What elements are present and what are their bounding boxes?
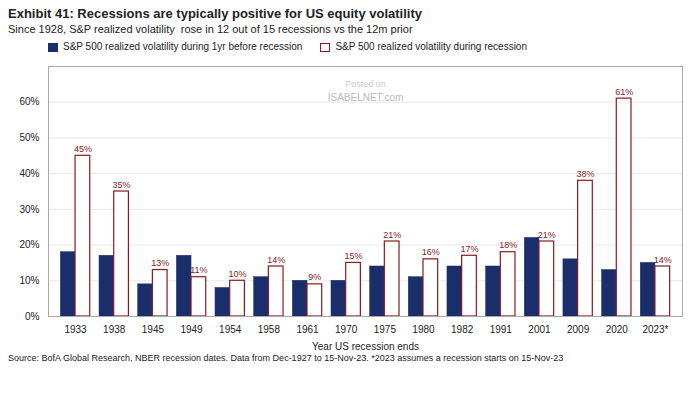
svg-text:1949: 1949 — [180, 324, 203, 335]
html-text:Exhibit 41: Recessions are typ: Exhibit 41: Recessions are typically pos… — [8, 6, 422, 21]
svg-text:18%: 18% — [499, 240, 517, 250]
svg-text:14%: 14% — [267, 255, 285, 265]
svg-text:21%: 21% — [538, 230, 556, 240]
html-text:Since 1928, S&P realized volat: Since 1928, S&P realized volatility rose… — [8, 23, 413, 35]
svg-text:1991: 1991 — [490, 324, 513, 335]
svg-text:1975: 1975 — [374, 324, 397, 335]
svg-text:35%: 35% — [113, 180, 131, 190]
svg-text:ISABELNET.com: ISABELNET.com — [328, 92, 404, 103]
svg-text:Posted on: Posted on — [345, 79, 386, 89]
svg-text:15%: 15% — [345, 251, 363, 261]
svg-text:0%: 0% — [25, 311, 40, 322]
svg-text:21%: 21% — [383, 230, 401, 240]
svg-text:45%: 45% — [74, 144, 92, 154]
svg-text:1954: 1954 — [219, 324, 242, 335]
svg-text:14%: 14% — [654, 255, 672, 265]
svg-text:1945: 1945 — [142, 324, 165, 335]
svg-text:1970: 1970 — [335, 324, 358, 335]
svg-text:1938: 1938 — [103, 324, 126, 335]
svg-text:30%: 30% — [19, 204, 39, 215]
svg-text:2020: 2020 — [606, 324, 629, 335]
html-text:S&P 500 realized volatility du: S&P 500 realized volatility during 1yr b… — [63, 41, 303, 52]
svg-text:2009: 2009 — [567, 324, 590, 335]
svg-text:2001: 2001 — [528, 324, 551, 335]
html-text:S&P 500 realized volatility du: S&P 500 realized volatility during reces… — [335, 41, 527, 52]
svg-text:1958: 1958 — [258, 324, 281, 335]
svg-text:50%: 50% — [19, 132, 39, 143]
svg-text:1961: 1961 — [296, 324, 319, 335]
svg-text:17%: 17% — [460, 244, 478, 254]
svg-text:1933: 1933 — [64, 324, 87, 335]
svg-text:2023*: 2023* — [642, 324, 668, 335]
svg-text:1980: 1980 — [412, 324, 435, 335]
svg-text:61%: 61% — [615, 87, 633, 97]
svg-text:20%: 20% — [19, 239, 39, 250]
html-text:Source: BofA Global Research,: Source: BofA Global Research, NBER reces… — [8, 353, 564, 363]
svg-text:60%: 60% — [19, 96, 39, 107]
svg-text:9%: 9% — [308, 272, 321, 282]
svg-text:10%: 10% — [229, 269, 247, 279]
svg-text:11%: 11% — [190, 265, 207, 275]
svg-text:10%: 10% — [19, 275, 39, 286]
svg-text:16%: 16% — [422, 247, 440, 257]
svg-text:13%: 13% — [151, 258, 169, 268]
svg-text:Year US recession ends: Year US recession ends — [312, 341, 419, 352]
svg-text:38%: 38% — [576, 169, 594, 179]
svg-text:40%: 40% — [19, 168, 39, 179]
svg-text:1982: 1982 — [451, 324, 474, 335]
